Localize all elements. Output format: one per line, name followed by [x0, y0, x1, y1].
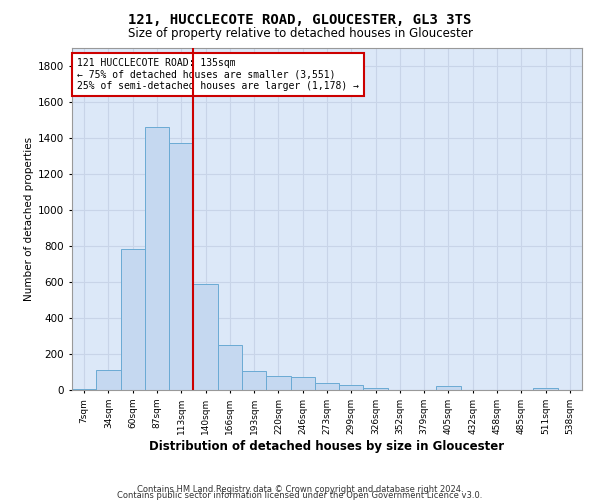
Text: Size of property relative to detached houses in Gloucester: Size of property relative to detached ho…: [128, 28, 473, 40]
Bar: [121, 250, 145, 390]
X-axis label: Distribution of detached houses by size in Gloucester: Distribution of detached houses by size …: [149, 440, 505, 452]
Bar: [145, 127, 169, 390]
Bar: [364, 388, 388, 390]
Text: Contains public sector information licensed under the Open Government Licence v3: Contains public sector information licen…: [118, 491, 482, 500]
Y-axis label: Number of detached properties: Number of detached properties: [24, 136, 34, 301]
Bar: [266, 376, 290, 390]
Text: Contains HM Land Registry data © Crown copyright and database right 2024.: Contains HM Land Registry data © Crown c…: [137, 485, 463, 494]
Text: 121, HUCCLECOTE ROAD, GLOUCESTER, GL3 3TS: 121, HUCCLECOTE ROAD, GLOUCESTER, GL3 3T…: [128, 12, 472, 26]
Bar: [218, 345, 242, 390]
Bar: [193, 284, 218, 390]
Bar: [169, 143, 193, 390]
Text: 121 HUCCLECOTE ROAD: 135sqm
← 75% of detached houses are smaller (3,551)
25% of : 121 HUCCLECOTE ROAD: 135sqm ← 75% of det…: [77, 58, 359, 91]
Bar: [290, 378, 315, 390]
Bar: [339, 384, 364, 390]
Bar: [72, 389, 96, 390]
Bar: [242, 371, 266, 390]
Bar: [533, 388, 558, 390]
Bar: [96, 370, 121, 390]
Bar: [315, 383, 339, 390]
Bar: [436, 386, 461, 390]
